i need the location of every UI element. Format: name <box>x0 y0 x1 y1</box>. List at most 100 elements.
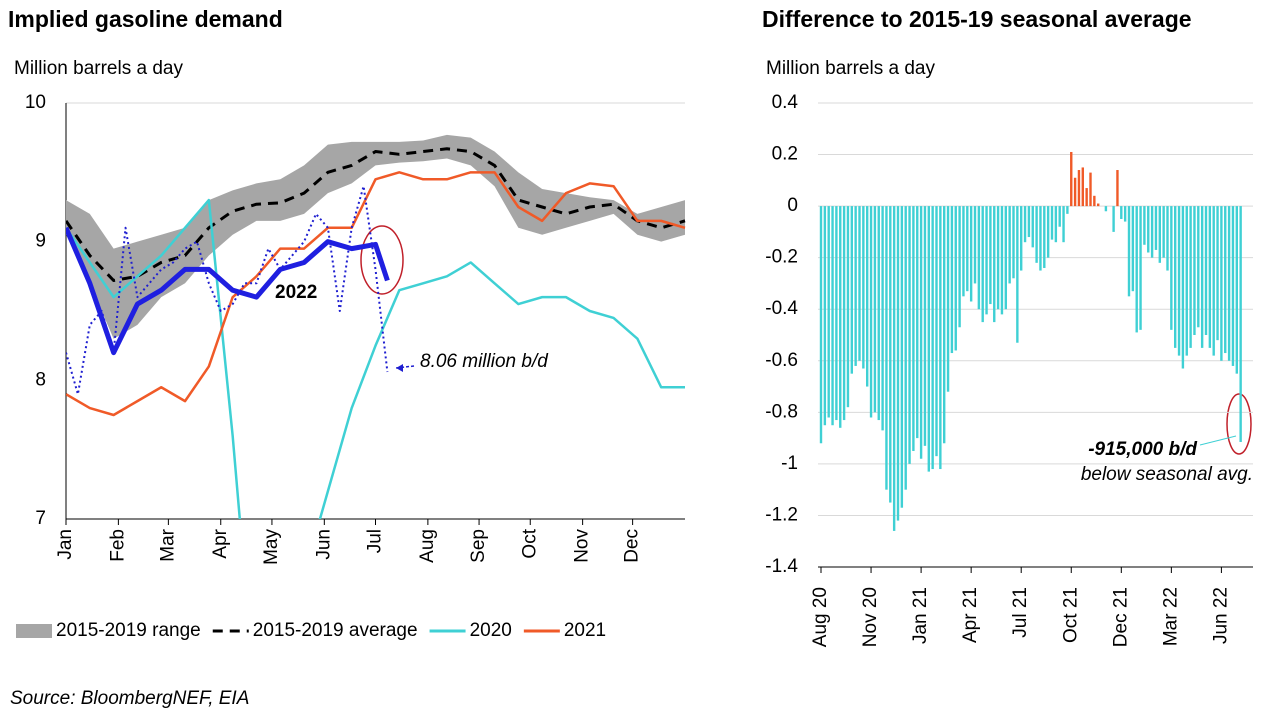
y-tick-label: -1.4 <box>765 556 798 577</box>
x-tick-label: Jul 21 <box>1010 587 1031 638</box>
annotation: below seasonal avg. <box>1081 464 1253 485</box>
x-tick-label: Jun 22 <box>1210 587 1231 644</box>
bar <box>1050 206 1054 240</box>
bar <box>1170 206 1173 330</box>
legend-label: 2021 <box>564 620 606 641</box>
y-tick-label: 8 <box>35 369 46 390</box>
bar <box>862 206 865 369</box>
bar <box>916 206 919 439</box>
bar <box>873 206 877 413</box>
left-y-label: Million barrels a day <box>14 58 183 79</box>
x-tick-label: Oct <box>519 528 540 558</box>
y-tick-label: -0.4 <box>765 298 798 319</box>
bar <box>935 206 938 457</box>
bar <box>850 206 853 374</box>
bar <box>839 206 842 428</box>
bar <box>939 206 942 470</box>
bar <box>946 206 950 392</box>
bar <box>969 206 973 302</box>
bar <box>927 206 930 472</box>
bar <box>1058 206 1061 227</box>
bar <box>823 206 827 426</box>
bar <box>1081 167 1084 207</box>
y-tick-label: 0.4 <box>772 92 799 113</box>
bar <box>943 206 946 444</box>
bar <box>1035 206 1038 263</box>
right-title: Difference to 2015-19 seasonal average <box>762 6 1192 32</box>
bar <box>1097 203 1100 207</box>
bar <box>1039 206 1042 271</box>
annotation: -915,000 b/d <box>1088 439 1197 460</box>
bar <box>950 206 954 354</box>
bar <box>1123 206 1127 222</box>
bar <box>854 206 857 366</box>
series-line <box>66 147 686 282</box>
bar <box>1147 206 1150 253</box>
bar <box>1220 206 1223 361</box>
bar <box>1127 206 1131 297</box>
y-tick-label: -0.8 <box>765 401 798 422</box>
bar <box>1135 206 1138 333</box>
bar <box>1093 195 1096 207</box>
bar <box>958 206 961 328</box>
bar <box>1066 206 1069 214</box>
x-tick-label: Feb <box>107 529 128 562</box>
bar <box>1197 206 1200 328</box>
x-tick-label: Dec <box>622 529 643 563</box>
y-tick-label: -0.2 <box>765 247 798 268</box>
legend-label: 2015-2019 range <box>56 620 201 641</box>
y-tick-label: 9 <box>35 231 46 252</box>
y-tick-label: 0 <box>787 195 798 216</box>
bar <box>1062 206 1065 243</box>
bar <box>831 206 834 426</box>
bar <box>819 206 823 444</box>
y-tick-label: 10 <box>25 92 46 113</box>
x-tick-label: Mar 22 <box>1160 587 1181 646</box>
bar <box>858 206 861 361</box>
bar <box>1189 206 1192 348</box>
bar <box>835 206 838 421</box>
bar <box>1104 206 1108 212</box>
bar <box>1116 170 1119 207</box>
bar <box>989 206 992 305</box>
bar <box>1004 206 1007 310</box>
legend-swatch <box>16 624 52 638</box>
source: Source: BloombergNEF, EIA <box>10 688 249 709</box>
bar <box>1174 206 1177 348</box>
bar <box>1208 206 1212 348</box>
bar <box>973 206 977 284</box>
bar <box>1120 206 1123 219</box>
bar <box>900 206 904 508</box>
x-tick-label: Jun <box>313 529 334 560</box>
bar <box>842 206 846 421</box>
bar <box>1216 206 1219 341</box>
x-tick-label: May <box>261 529 282 565</box>
right-y-label: Million barrels a day <box>766 58 935 79</box>
x-tick-label: Jan 21 <box>910 587 931 644</box>
annotation: 8.06 million b/d <box>420 351 549 372</box>
bar <box>1239 206 1242 442</box>
bar <box>966 206 969 292</box>
bar <box>1200 206 1204 348</box>
bar <box>1181 206 1185 369</box>
bar <box>1012 206 1015 279</box>
bar <box>1070 151 1073 207</box>
bar <box>877 206 880 421</box>
bar <box>1131 206 1135 292</box>
bar <box>1139 206 1142 330</box>
left-title: Implied gasoline demand <box>8 6 283 32</box>
x-tick-label: Aug <box>417 529 438 563</box>
bar <box>1212 206 1215 356</box>
bar <box>1112 206 1115 232</box>
bar <box>1031 206 1034 248</box>
bar <box>904 206 907 490</box>
x-tick-label: Jan <box>55 529 76 560</box>
x-tick-label: Nov 20 <box>860 587 881 647</box>
bar <box>1016 206 1019 343</box>
bar <box>1185 206 1188 356</box>
bar <box>912 206 915 451</box>
bar <box>1162 206 1165 258</box>
series-line <box>66 226 390 356</box>
bar <box>1043 206 1046 268</box>
bar <box>919 206 923 459</box>
